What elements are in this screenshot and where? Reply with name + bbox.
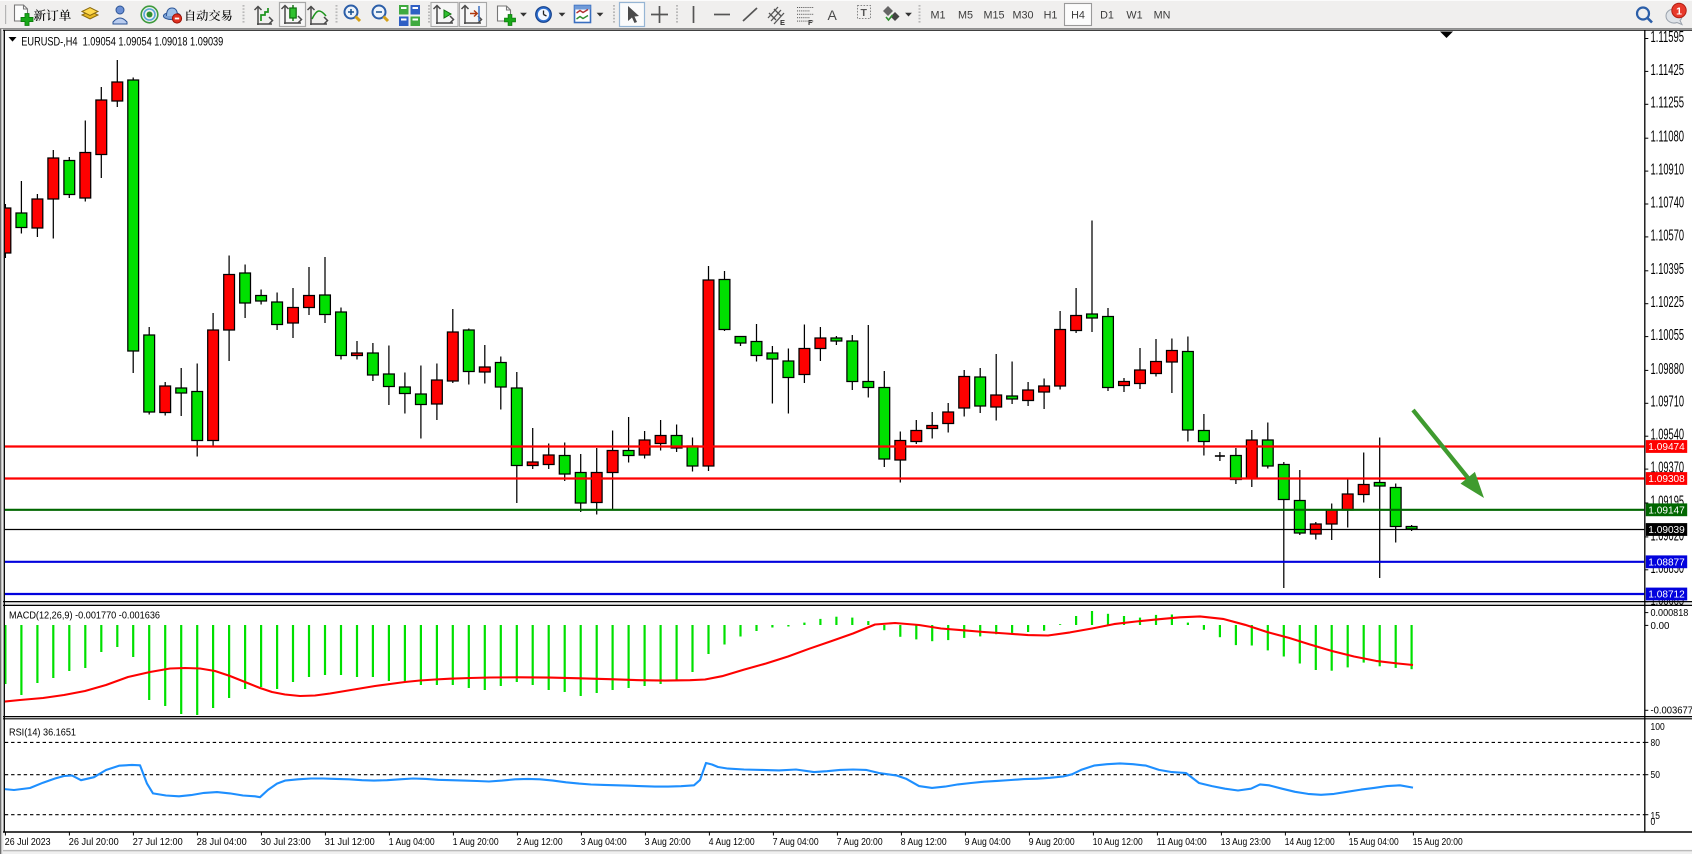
svg-text:MACD(12,26,9) -0.001770 -0.001: MACD(12,26,9) -0.001770 -0.001636 xyxy=(9,611,160,622)
svg-text:0.000818: 0.000818 xyxy=(1651,608,1689,619)
svg-text:-0.003677: -0.003677 xyxy=(1651,706,1692,717)
svg-text:15 Aug 20:00: 15 Aug 20:00 xyxy=(1413,837,1463,848)
svg-text:1.09710: 1.09710 xyxy=(1651,394,1685,411)
svg-text:1.09474: 1.09474 xyxy=(1648,442,1685,453)
svg-text:1.11255: 1.11255 xyxy=(1651,95,1685,112)
svg-text:M15: M15 xyxy=(983,9,1004,21)
svg-text:31 Jul 12:00: 31 Jul 12:00 xyxy=(325,837,375,848)
svg-text:0: 0 xyxy=(1651,817,1656,828)
svg-text:1.08712: 1.08712 xyxy=(1648,590,1685,601)
svg-text:1.09880: 1.09880 xyxy=(1651,361,1685,378)
svg-text:M30: M30 xyxy=(1012,9,1033,21)
svg-text:1.10740: 1.10740 xyxy=(1651,194,1685,211)
svg-text:13 Aug 23:00: 13 Aug 23:00 xyxy=(1221,837,1271,848)
svg-text:D1: D1 xyxy=(1100,9,1114,21)
svg-text:H1: H1 xyxy=(1044,9,1058,21)
svg-text:T: T xyxy=(861,7,868,19)
svg-text:RSI(14) 36.1651: RSI(14) 36.1651 xyxy=(9,728,76,739)
svg-text:MN: MN xyxy=(1154,9,1171,21)
svg-text:1.10225: 1.10225 xyxy=(1651,294,1685,311)
svg-text:H4: H4 xyxy=(1071,9,1085,21)
svg-text:15 Aug 04:00: 15 Aug 04:00 xyxy=(1349,837,1399,848)
svg-text:1.10910: 1.10910 xyxy=(1651,162,1685,179)
svg-text:11 Aug 04:00: 11 Aug 04:00 xyxy=(1157,837,1207,848)
svg-text:26 Jul 20:00: 26 Jul 20:00 xyxy=(69,837,119,848)
svg-text:9 Aug 04:00: 9 Aug 04:00 xyxy=(965,837,1011,848)
svg-text:9 Aug 20:00: 9 Aug 20:00 xyxy=(1029,837,1075,848)
svg-text:W1: W1 xyxy=(1126,9,1142,21)
svg-text:50: 50 xyxy=(1651,770,1661,781)
svg-text:1.10570: 1.10570 xyxy=(1651,227,1685,244)
svg-text:2 Aug 12:00: 2 Aug 12:00 xyxy=(517,837,563,848)
svg-text:7 Aug 20:00: 7 Aug 20:00 xyxy=(837,837,883,848)
svg-text:4 Aug 12:00: 4 Aug 12:00 xyxy=(709,837,755,848)
svg-text:100: 100 xyxy=(1651,722,1666,733)
svg-text:3 Aug 04:00: 3 Aug 04:00 xyxy=(581,837,627,848)
svg-text:7 Aug 04:00: 7 Aug 04:00 xyxy=(773,837,819,848)
svg-text:28 Jul 04:00: 28 Jul 04:00 xyxy=(197,837,247,848)
svg-text:1.09039: 1.09039 xyxy=(1648,525,1685,536)
svg-text:27 Jul 12:00: 27 Jul 12:00 xyxy=(133,837,183,848)
svg-text:F: F xyxy=(808,18,813,27)
svg-text:1.09147: 1.09147 xyxy=(1648,505,1685,516)
svg-text:3 Aug 20:00: 3 Aug 20:00 xyxy=(645,837,691,848)
svg-text:0.00: 0.00 xyxy=(1651,621,1670,632)
svg-text:M1: M1 xyxy=(931,9,946,21)
svg-text:30 Jul 23:00: 30 Jul 23:00 xyxy=(261,837,311,848)
svg-text:8 Aug 12:00: 8 Aug 12:00 xyxy=(901,837,947,848)
svg-text:1.11425: 1.11425 xyxy=(1651,62,1685,79)
svg-text:1.10055: 1.10055 xyxy=(1651,327,1685,344)
svg-text:26 Jul 2023: 26 Jul 2023 xyxy=(5,837,51,848)
svg-text:10 Aug 12:00: 10 Aug 12:00 xyxy=(1093,837,1143,848)
svg-text:15: 15 xyxy=(1651,811,1661,822)
svg-text:1.08877: 1.08877 xyxy=(1648,557,1685,568)
svg-text:1.09308: 1.09308 xyxy=(1648,474,1685,485)
svg-text:1.10395: 1.10395 xyxy=(1651,261,1685,278)
svg-text:1.11595: 1.11595 xyxy=(1651,29,1685,46)
svg-text:14 Aug 12:00: 14 Aug 12:00 xyxy=(1285,837,1335,848)
svg-text:1 Aug 20:00: 1 Aug 20:00 xyxy=(453,837,499,848)
svg-text:M5: M5 xyxy=(958,9,973,21)
svg-text:E: E xyxy=(780,18,785,27)
svg-text:EURUSD-,H4 1.09054 1.09054 1.: EURUSD-,H4 1.09054 1.09054 1.09018 1.090… xyxy=(21,36,223,49)
svg-text:1.09540: 1.09540 xyxy=(1651,427,1685,444)
svg-text:A: A xyxy=(828,7,838,23)
svg-text:1: 1 xyxy=(1676,5,1682,17)
svg-text:80: 80 xyxy=(1651,738,1661,749)
svg-text:1.11080: 1.11080 xyxy=(1651,129,1685,146)
svg-text:1 Aug 04:00: 1 Aug 04:00 xyxy=(389,837,435,848)
